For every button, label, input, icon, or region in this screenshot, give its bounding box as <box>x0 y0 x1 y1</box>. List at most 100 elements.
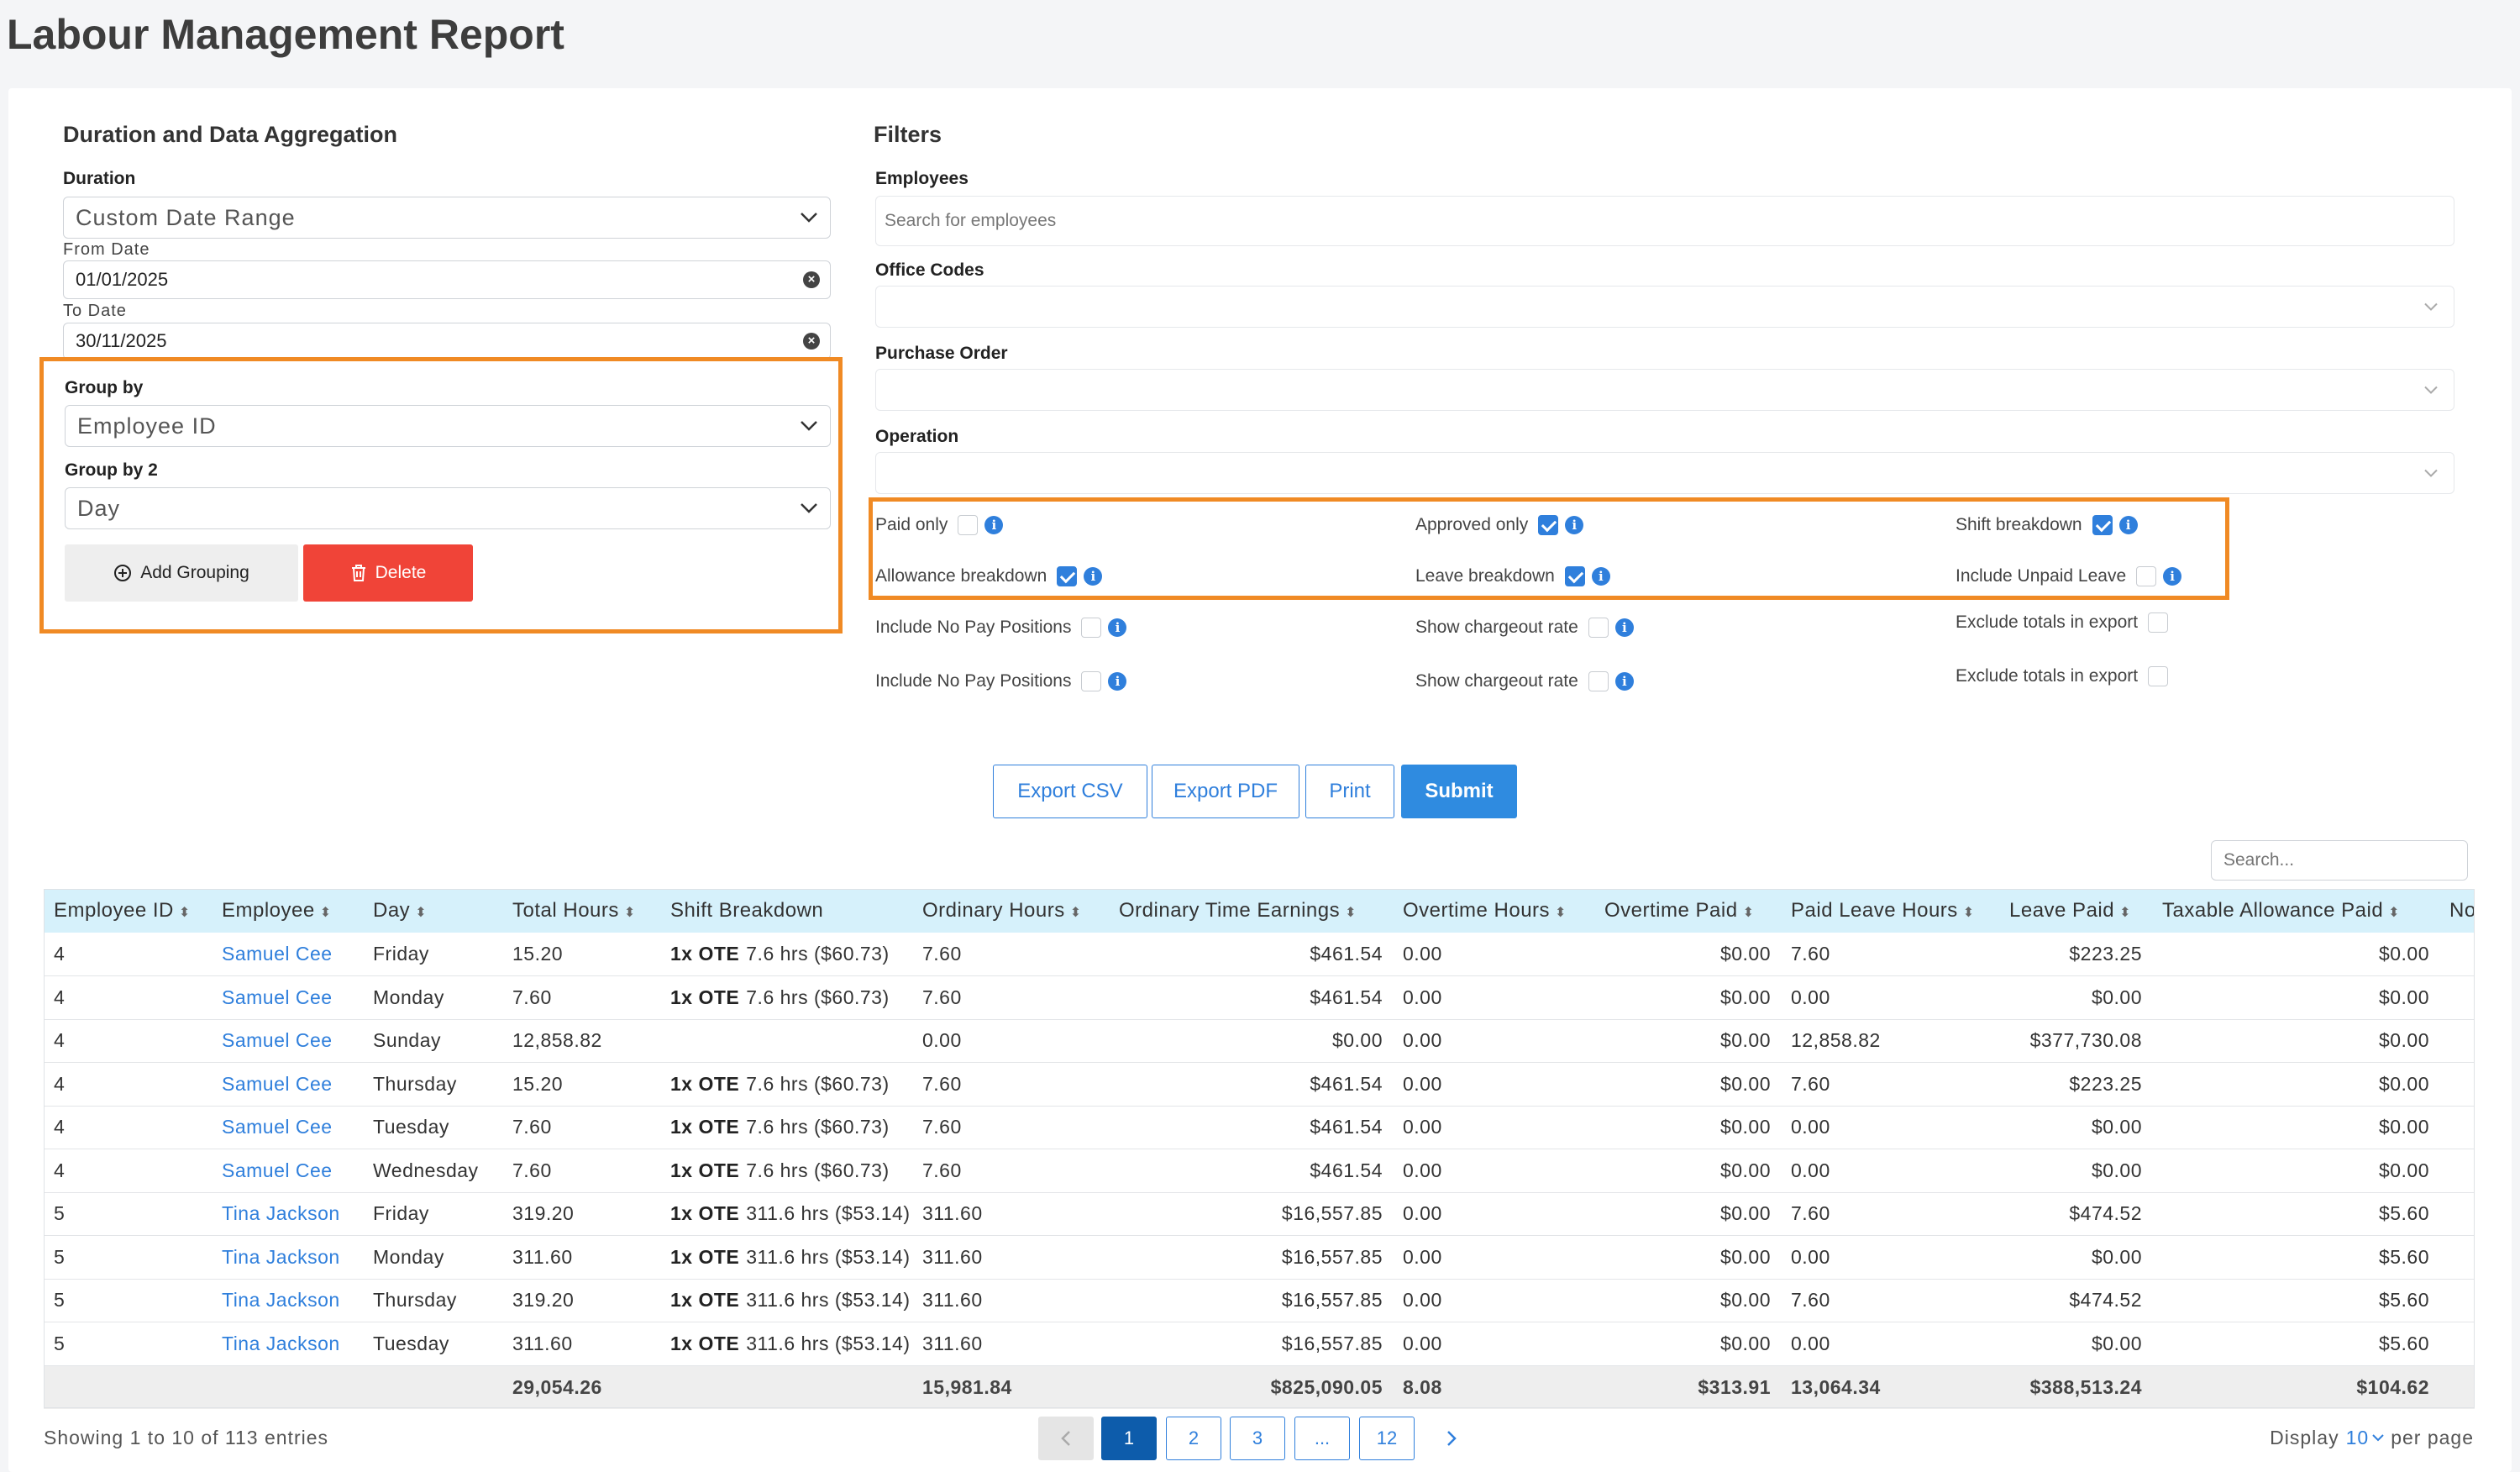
checkbox[interactable] <box>2148 612 2169 633</box>
group-by-2-select[interactable]: Day <box>65 487 831 529</box>
cell-employee[interactable]: Samuel Cee <box>222 943 333 965</box>
add-grouping-button[interactable]: Add Grouping <box>65 544 298 602</box>
info-icon[interactable]: i <box>1591 567 1610 586</box>
cell-employee[interactable]: Tina Jackson <box>222 1202 340 1225</box>
per-page-select[interactable]: 10 <box>2346 1427 2385 1449</box>
info-icon[interactable]: i <box>2163 567 2182 586</box>
clear-icon[interactable]: × <box>803 333 820 350</box>
sort-icon[interactable]: ⬍ <box>2119 906 2131 920</box>
info-icon[interactable]: i <box>984 516 1004 534</box>
info-icon[interactable]: i <box>1614 672 1634 691</box>
sort-icon[interactable]: ⬍ <box>415 906 428 920</box>
checkbox[interactable] <box>1081 618 1102 638</box>
option-exclude-totals-in-export[interactable]: Exclude totals in export <box>1956 612 2169 633</box>
info-icon[interactable]: i <box>1108 672 1127 691</box>
info-icon[interactable]: i <box>2118 516 2138 534</box>
cell-ordinary-hours: 311.60 <box>922 1245 983 1268</box>
sort-icon[interactable]: ⬍ <box>319 906 332 920</box>
sort-icon[interactable]: ⬍ <box>178 906 191 920</box>
cell-employee[interactable]: Samuel Cee <box>222 1159 333 1181</box>
operation-select[interactable] <box>875 452 2454 494</box>
delete-button[interactable]: Delete <box>303 544 473 602</box>
checkbox[interactable] <box>1057 566 1078 586</box>
checkbox[interactable] <box>1564 566 1585 586</box>
office-codes-select[interactable] <box>875 286 2454 328</box>
to-date-input[interactable]: 30/11/2025 × <box>63 323 831 360</box>
checkbox[interactable] <box>1538 515 1559 535</box>
cell-employee[interactable]: Tina Jackson <box>222 1332 340 1354</box>
checkbox[interactable] <box>2148 666 2169 686</box>
option-leave-breakdown[interactable]: Leave breakdown i <box>1415 566 1610 586</box>
column-header-overtime-hours[interactable]: Overtime Hours ⬍ <box>1393 889 1594 933</box>
column-header-overtime-paid[interactable]: Overtime Paid ⬍ <box>1594 889 1781 933</box>
sort-icon[interactable]: ⬍ <box>1069 906 1082 920</box>
shift-detail: 7.6 hrs ($60.73) <box>746 1159 890 1181</box>
sort-icon[interactable]: ⬍ <box>1345 906 1357 920</box>
cell-employee[interactable]: Tina Jackson <box>222 1245 340 1268</box>
export-pdf-button[interactable]: Export PDF <box>1152 765 1299 818</box>
page-button-1[interactable]: 1 <box>1101 1417 1157 1460</box>
column-header-ordinary-time-earnings[interactable]: Ordinary Time Earnings ⬍ <box>1109 889 1393 933</box>
cell-paid-leave-hours: 0.00 <box>1791 1332 1830 1354</box>
option-allowance-breakdown[interactable]: Allowance breakdown i <box>875 566 1103 586</box>
cell-employee[interactable]: Samuel Cee <box>222 986 333 1008</box>
sort-icon[interactable]: ⬍ <box>1962 906 1975 920</box>
option-show-chargeout-rate-2[interactable]: Show chargeout rate i <box>1415 671 1634 691</box>
group-by-select[interactable]: Employee ID <box>65 405 831 447</box>
office-codes-label: Office Codes <box>875 260 984 280</box>
option-paid-only[interactable]: Paid only i <box>875 515 1004 535</box>
info-icon[interactable]: i <box>1084 567 1103 586</box>
option-shift-breakdown[interactable]: Shift breakdown i <box>1956 515 2138 535</box>
prev-page-button[interactable] <box>1038 1417 1094 1460</box>
page-button-3[interactable]: 3 <box>1230 1417 1285 1460</box>
employees-search-input[interactable]: Search for employees <box>875 196 2454 246</box>
option-approved-only[interactable]: Approved only i <box>1415 515 1584 535</box>
page-button-12[interactable]: 12 <box>1359 1417 1415 1460</box>
cell-employee[interactable]: Samuel Cee <box>222 1072 333 1095</box>
cell-employee[interactable]: Samuel Cee <box>222 1116 333 1138</box>
cell-employee[interactable]: Tina Jackson <box>222 1289 340 1312</box>
checkbox[interactable] <box>1588 671 1609 691</box>
option-include-unpaid-leave[interactable]: Include Unpaid Leave i <box>1956 566 2182 586</box>
sort-icon[interactable]: ⬍ <box>2388 906 2401 920</box>
column-header-leave-paid[interactable]: Leave Paid ⬍ <box>1999 889 2152 933</box>
purchase-order-select[interactable] <box>875 369 2454 411</box>
sort-icon[interactable]: ⬍ <box>1555 906 1567 920</box>
checkbox[interactable] <box>2092 515 2113 535</box>
column-header-day[interactable]: Day ⬍ <box>363 889 502 933</box>
clear-icon[interactable]: × <box>803 271 820 288</box>
column-header-employee-id[interactable]: Employee ID ⬍ <box>44 889 212 933</box>
checkbox[interactable] <box>958 515 979 535</box>
column-label: Total Hours <box>512 899 619 922</box>
column-header-employee[interactable]: Employee ⬍ <box>212 889 363 933</box>
duration-select[interactable]: Custom Date Range <box>63 197 831 239</box>
table-search-input[interactable] <box>2211 840 2468 881</box>
column-header-taxable-allowance-paid[interactable]: Taxable Allowance Paid ⬍ <box>2152 889 2439 933</box>
submit-button[interactable]: Submit <box>1401 765 1517 818</box>
entries-info: Showing 1 to 10 of 113 entries <box>44 1427 329 1448</box>
column-header-truncated[interactable]: No <box>2439 889 2475 933</box>
print-button[interactable]: Print <box>1305 765 1394 818</box>
from-date-input[interactable]: 01/01/2025 × <box>63 260 831 299</box>
option-include-no-pay-positions[interactable]: Include No Pay Positions i <box>875 618 1127 638</box>
checkbox[interactable] <box>1081 671 1102 691</box>
sort-icon[interactable]: ⬍ <box>1742 906 1755 920</box>
column-header-paid-leave-hours[interactable]: Paid Leave Hours ⬍ <box>1781 889 1999 933</box>
cell-employee[interactable]: Samuel Cee <box>222 1029 333 1052</box>
cell-shift-breakdown: 1x OTE 7.6 hrs ($60.73) <box>660 1149 912 1193</box>
option-include-no-pay-positions-2[interactable]: Include No Pay Positions i <box>875 671 1127 691</box>
info-icon[interactable]: i <box>1565 516 1584 534</box>
info-icon[interactable]: i <box>1108 618 1127 637</box>
column-header-ordinary-hours[interactable]: Ordinary Hours ⬍ <box>912 889 1109 933</box>
page-button-2[interactable]: 2 <box>1166 1417 1221 1460</box>
option-show-chargeout-rate[interactable]: Show chargeout rate i <box>1415 618 1634 638</box>
info-icon[interactable]: i <box>1614 618 1634 637</box>
option-exclude-totals-in-export-2[interactable]: Exclude totals in export <box>1956 666 2169 686</box>
next-page-button[interactable] <box>1435 1417 1468 1460</box>
column-header-total-hours[interactable]: Total Hours ⬍ <box>502 889 660 933</box>
checkbox[interactable] <box>1588 618 1609 638</box>
export-csv-button[interactable]: Export CSV <box>993 765 1147 818</box>
sort-icon[interactable]: ⬍ <box>623 906 636 920</box>
page-ellipsis[interactable]: ... <box>1294 1417 1350 1460</box>
checkbox[interactable] <box>2136 566 2157 586</box>
